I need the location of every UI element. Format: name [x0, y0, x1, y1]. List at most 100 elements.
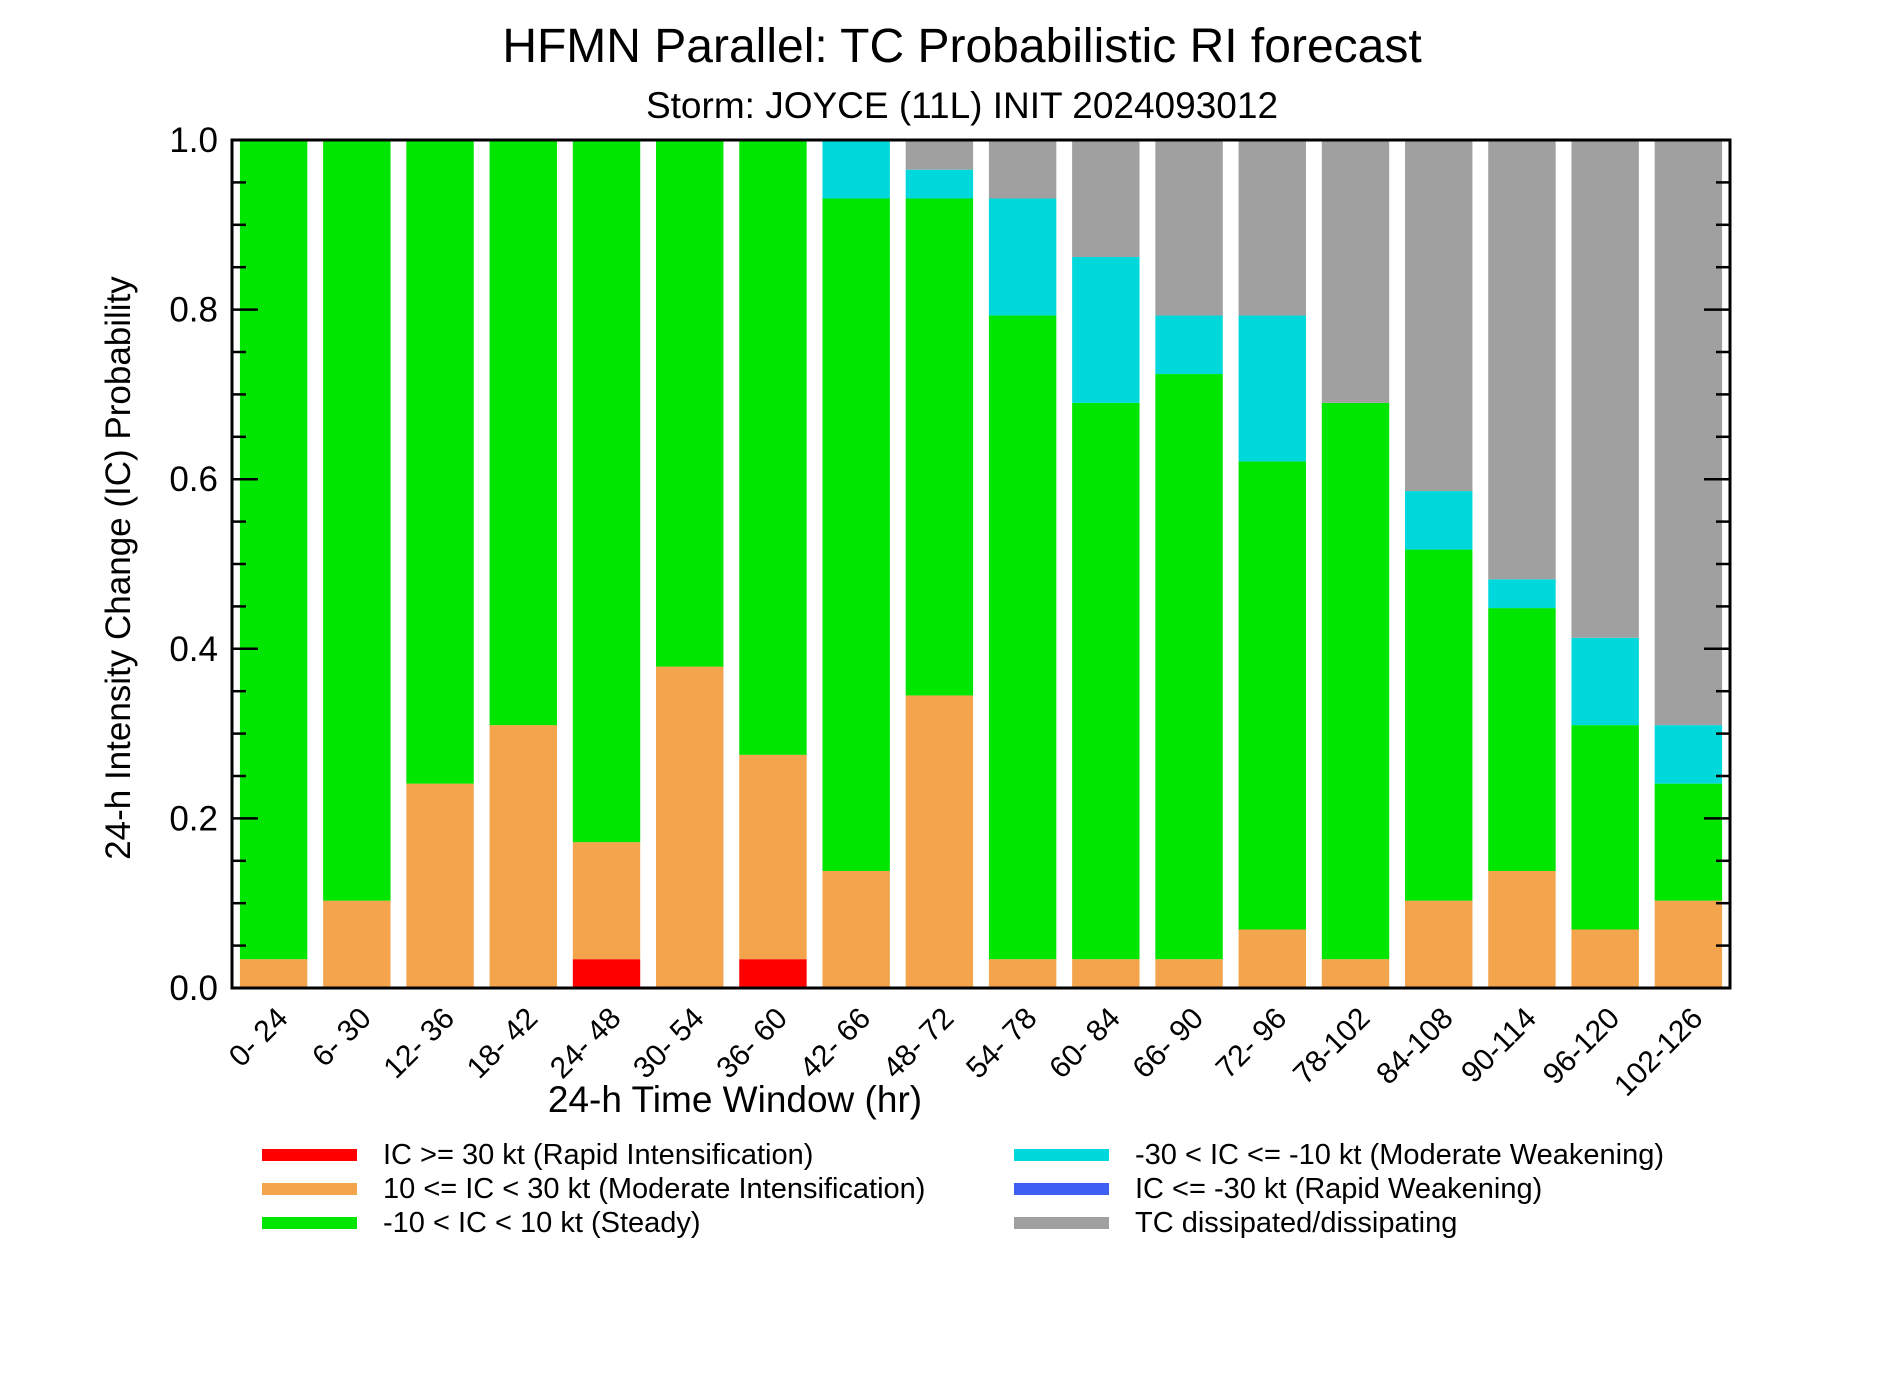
legend-item: -30 < IC <= -10 kt (Moderate Weakening) — [1014, 1138, 1664, 1171]
bar-segment-5-10 — [1072, 140, 1140, 258]
bar-segment-2-9 — [988, 315, 1057, 960]
bar-segment-1-17 — [1654, 900, 1723, 988]
legend-label: -30 < IC <= -10 kt (Moderate Weakening) — [1135, 1138, 1664, 1171]
bar-segment-1-11 — [1155, 959, 1223, 988]
y-tick-label: 0.6 — [169, 460, 218, 499]
legend: IC >= 30 kt (Rapid Intensification) 10 <=… — [250, 1138, 1750, 1260]
bar-segment-2-7 — [822, 198, 890, 871]
bar-segment-3-10 — [1072, 257, 1140, 403]
bar-segment-3-14 — [1405, 491, 1473, 550]
bar-segment-5-9 — [988, 140, 1057, 199]
bar-segment-1-10 — [1072, 959, 1140, 988]
bar-segment-1-0 — [239, 959, 308, 988]
x-tick-label: 60- 84 — [1043, 1002, 1126, 1085]
bar-segment-2-16 — [1571, 725, 1639, 930]
bar-segment-5-13 — [1321, 140, 1390, 403]
legend-swatch — [262, 1183, 357, 1195]
legend-item: 10 <= IC < 30 kt (Moderate Intensificati… — [262, 1172, 926, 1205]
chart-title: HFMN Parallel: TC Probabilistic RI forec… — [502, 20, 1421, 73]
bar-segment-5-14 — [1405, 140, 1473, 492]
y-tick-label: 1.0 — [169, 121, 218, 160]
bar-segment-2-1 — [323, 140, 391, 901]
bar-segment-1-1 — [323, 900, 391, 988]
x-tick-label: 24- 48 — [544, 1002, 627, 1085]
bar-segment-1-9 — [988, 959, 1057, 988]
x-tick-label: 30- 54 — [627, 1002, 710, 1085]
bar-segment-2-13 — [1321, 402, 1390, 960]
bar-segment-1-3 — [489, 725, 557, 988]
x-tick-label: 6- 30 — [306, 1002, 378, 1074]
bar-segment-5-16 — [1571, 140, 1639, 638]
bar-segment-1-6 — [739, 754, 807, 960]
bar-segment-1-16 — [1571, 929, 1639, 988]
bar-segment-2-6 — [739, 140, 807, 755]
x-tick-label: 72- 96 — [1210, 1002, 1293, 1085]
y-tick-label: 0.4 — [169, 630, 218, 669]
legend-label: IC <= -30 kt (Rapid Weakening) — [1135, 1172, 1543, 1205]
x-tick-label: 90-114 — [1455, 1002, 1543, 1090]
legend-label: -10 < IC < 10 kt (Steady) — [383, 1206, 701, 1239]
bars-group — [239, 140, 1723, 988]
legend-item: -10 < IC < 10 kt (Steady) — [262, 1206, 701, 1239]
bar-segment-5-17 — [1654, 140, 1723, 726]
legend-item: IC <= -30 kt (Rapid Weakening) — [1014, 1172, 1543, 1205]
bar-segment-1-14 — [1405, 900, 1473, 988]
bar-segment-3-8 — [905, 169, 974, 199]
legend-item: IC >= 30 kt (Rapid Intensification) — [262, 1138, 814, 1171]
bar-segment-5-12 — [1238, 140, 1306, 316]
legend-swatch — [262, 1217, 357, 1229]
y-tick-label: 0.2 — [169, 799, 218, 838]
chart-subtitle: Storm: JOYCE (11L) INIT 2024093012 — [646, 85, 1278, 126]
bar-segment-3-11 — [1155, 315, 1223, 375]
bar-segment-2-17 — [1654, 783, 1723, 901]
x-tick-label: 78-102 — [1287, 1002, 1376, 1091]
bar-segment-2-11 — [1155, 374, 1223, 960]
bar-segment-3-12 — [1238, 315, 1306, 462]
bar-segment-3-17 — [1654, 725, 1723, 784]
bar-segment-2-2 — [406, 140, 474, 784]
bar-segment-1-15 — [1488, 870, 1556, 988]
y-tick-label: 0.8 — [169, 291, 218, 330]
bar-segment-5-8 — [905, 140, 974, 170]
bar-segment-3-16 — [1571, 637, 1639, 726]
legend-swatch — [1014, 1183, 1109, 1195]
x-axis-label: 24-h Time Window (hr) — [548, 1079, 922, 1120]
legend-swatch — [1014, 1149, 1109, 1161]
y-tick-label: 0.0 — [169, 969, 218, 1008]
bar-segment-2-10 — [1072, 402, 1140, 960]
legend-label: IC >= 30 kt (Rapid Intensification) — [383, 1138, 814, 1171]
bar-segment-1-8 — [905, 695, 974, 988]
x-tick-label: 0- 24 — [223, 1002, 295, 1074]
x-tick-label: 48- 72 — [877, 1002, 960, 1085]
bar-segment-0-6 — [739, 959, 807, 988]
legend-item: TC dissipated/dissipating — [1014, 1206, 1458, 1239]
bar-segment-2-8 — [905, 198, 974, 696]
x-tick-label: 66- 90 — [1127, 1002, 1210, 1085]
bar-segment-1-12 — [1238, 929, 1306, 988]
bar-segment-2-12 — [1238, 461, 1306, 930]
bar-segment-3-15 — [1488, 579, 1556, 609]
bar-segment-1-4 — [572, 842, 641, 960]
x-tick-label: 18- 42 — [461, 1002, 544, 1085]
legend-swatch — [262, 1149, 357, 1161]
bar-segment-1-7 — [822, 870, 890, 988]
bar-segment-2-5 — [656, 140, 724, 667]
x-tick-label: 54- 78 — [960, 1002, 1043, 1085]
bar-segment-2-14 — [1405, 549, 1473, 901]
bar-segment-2-15 — [1488, 608, 1556, 871]
bar-segment-5-15 — [1488, 140, 1556, 580]
bar-segment-2-4 — [572, 140, 641, 843]
legend-label: 10 <= IC < 30 kt (Moderate Intensificati… — [383, 1172, 926, 1205]
bar-segment-3-9 — [988, 198, 1057, 316]
bar-segment-1-5 — [656, 666, 724, 988]
bar-segment-3-7 — [822, 140, 890, 199]
legend-swatch — [1014, 1217, 1109, 1229]
x-tick-label: 36- 60 — [710, 1002, 793, 1085]
bar-segment-2-3 — [489, 140, 557, 726]
bar-segment-5-11 — [1155, 140, 1223, 316]
legend-label: TC dissipated/dissipating — [1135, 1206, 1458, 1239]
x-tick-label: 42- 66 — [794, 1002, 877, 1085]
x-tick-label: 102-126 — [1608, 1002, 1709, 1103]
bar-segment-1-2 — [406, 783, 474, 988]
